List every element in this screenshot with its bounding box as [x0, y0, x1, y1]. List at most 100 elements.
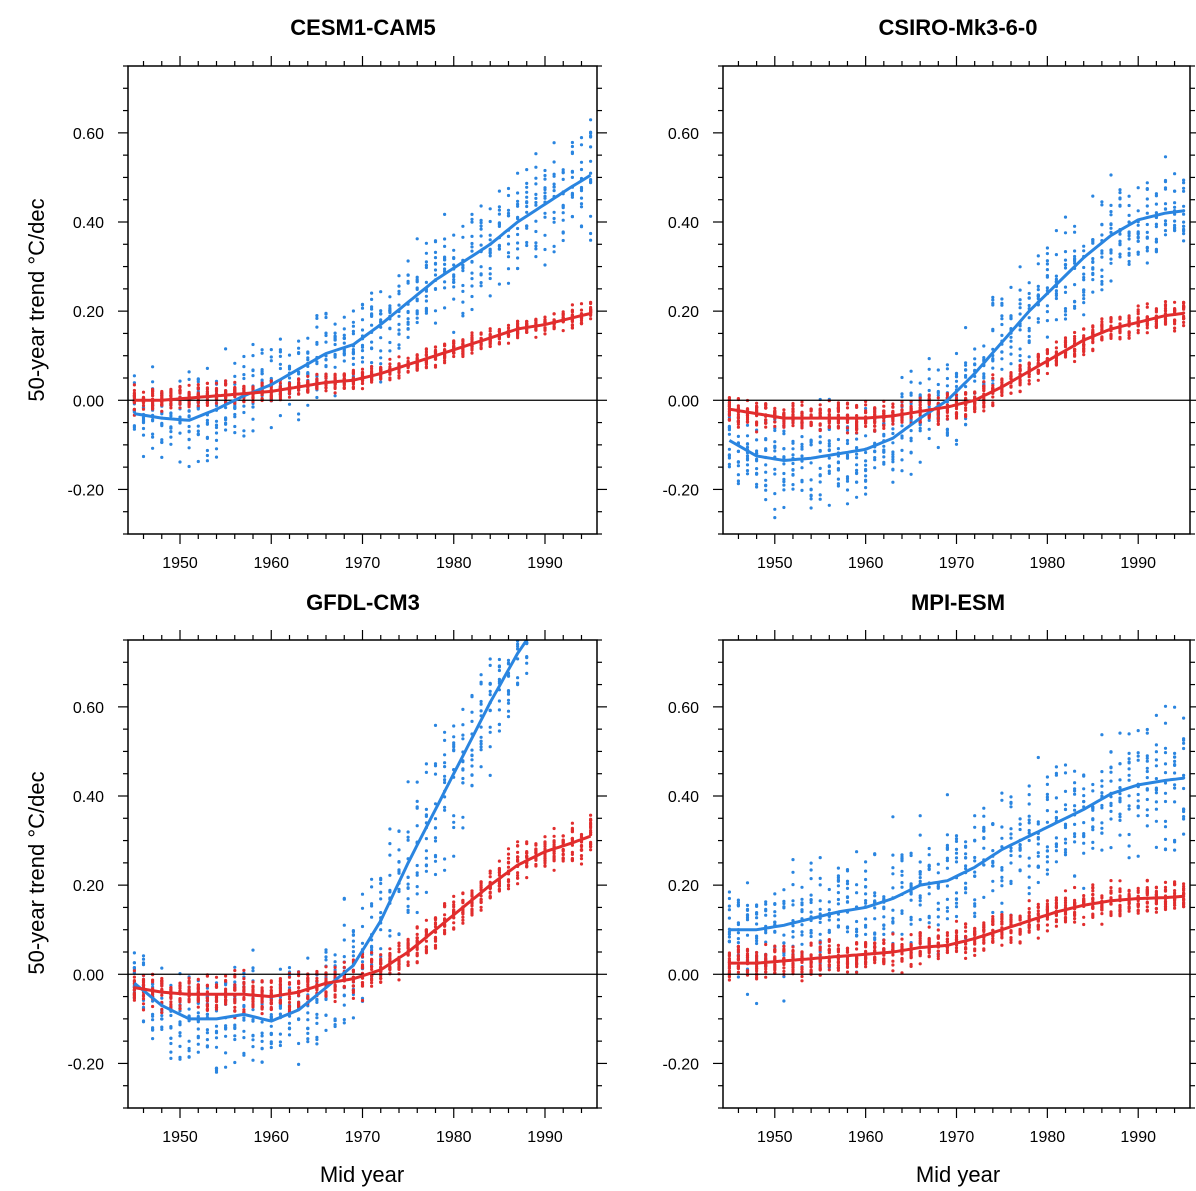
ensemble-point	[1109, 210, 1113, 214]
ensemble-point	[727, 453, 732, 457]
ensemble-point	[543, 168, 547, 173]
ensemble-point	[506, 267, 511, 271]
ensemble-point	[1063, 307, 1068, 311]
ensemble-point	[1045, 350, 1049, 354]
ensemble-point	[251, 429, 255, 433]
ensemble-point	[506, 251, 511, 255]
ensemble-point	[169, 425, 173, 429]
ensemble-point	[470, 336, 474, 340]
ensemble-point	[1109, 213, 1113, 217]
ensemble-point	[964, 422, 968, 426]
ensemble-point	[1018, 347, 1022, 351]
ensemble-point	[1145, 246, 1149, 250]
ensemble-point	[397, 322, 401, 326]
ensemble-point	[287, 1026, 292, 1030]
ensemble-point	[196, 983, 200, 987]
ensemble-point	[782, 462, 786, 466]
ensemble-point	[388, 929, 392, 933]
ensemble-point	[269, 394, 273, 398]
ensemble-point	[415, 316, 419, 320]
ensemble-point	[497, 243, 501, 247]
ensemble-point	[424, 931, 428, 935]
ensemble-point	[1073, 330, 1077, 335]
ensemble-point	[342, 1003, 346, 1007]
ensemble-point	[1000, 393, 1004, 397]
ensemble-point	[324, 311, 328, 315]
ensemble-point	[1036, 288, 1040, 292]
ensemble-point	[132, 992, 136, 996]
ensemble-point	[1100, 317, 1104, 321]
ensemble-point	[1027, 296, 1031, 300]
ensemble-point	[169, 414, 173, 418]
ensemble-point	[169, 1041, 173, 1046]
ensemble-point	[525, 190, 529, 194]
ensemble-point	[1082, 301, 1086, 305]
ensemble-point	[306, 1018, 310, 1022]
ensemble-point	[991, 395, 995, 399]
ensemble-point	[351, 945, 355, 949]
ensemble-point	[1027, 379, 1031, 383]
ensemble-point	[433, 826, 438, 830]
ensemble-point	[360, 349, 365, 353]
ensemble-point	[397, 274, 401, 278]
ensemble-point	[1136, 331, 1140, 335]
ensemble-point	[324, 386, 328, 390]
ensemble-point	[333, 353, 337, 357]
ensemble-point	[342, 955, 346, 959]
ensemble-point	[516, 850, 520, 855]
ensemble-point	[1082, 347, 1086, 351]
ensemble-point	[324, 997, 328, 1002]
ensemble-point	[406, 359, 410, 364]
ensemble-point	[818, 435, 822, 439]
ensemble-point	[579, 205, 584, 209]
ensemble-point	[809, 420, 813, 424]
ensemble-point	[873, 411, 877, 415]
ensemble-point	[516, 657, 520, 661]
ensemble-point	[900, 469, 904, 473]
ensemble-point	[552, 244, 556, 248]
ensemble-point	[260, 348, 264, 352]
ensemble-point	[351, 1016, 355, 1020]
ensemble-point	[782, 429, 786, 433]
ensemble-point	[945, 414, 950, 418]
ensemble-point	[269, 985, 273, 990]
ensemble-point	[415, 871, 419, 875]
ensemble-point	[836, 468, 841, 472]
ensemble-point	[406, 875, 410, 880]
ensemble-point	[443, 774, 447, 778]
ensemble-point	[141, 983, 146, 987]
ensemble-point	[452, 820, 456, 824]
ensemble-point	[415, 277, 419, 281]
ensemble-point	[379, 380, 383, 384]
ensemble-point	[388, 967, 392, 971]
ensemble-point	[900, 404, 904, 408]
ensemble-point	[315, 979, 319, 983]
ensemble-point	[470, 695, 474, 699]
ensemble-point	[543, 855, 547, 859]
ensemble-point	[945, 376, 950, 381]
ensemble-point	[1091, 239, 1095, 244]
ensemble-point	[488, 875, 492, 879]
ensemble-point	[755, 430, 759, 434]
ensemble-point	[873, 424, 877, 428]
y-tick-label: 0.40	[73, 215, 104, 232]
ensemble-point	[1145, 187, 1149, 191]
ensemble-point	[251, 354, 255, 358]
ensemble-point	[1009, 339, 1013, 343]
ensemble-point	[351, 996, 355, 1001]
ensemble-point	[433, 268, 438, 272]
ensemble-point	[141, 997, 146, 1001]
ensemble-point	[909, 472, 913, 476]
ensemble-point	[132, 969, 136, 973]
ensemble-point	[251, 1045, 255, 1049]
ensemble-point	[160, 440, 164, 444]
ensemble-point	[297, 412, 301, 416]
ensemble-point	[443, 928, 447, 932]
ensemble-point	[579, 321, 584, 325]
ensemble-point	[864, 424, 868, 428]
ensemble-point	[782, 477, 786, 481]
ensemble-point	[415, 926, 419, 930]
ensemble-point	[516, 256, 520, 260]
ensemble-point	[845, 438, 850, 443]
ensemble-point	[151, 380, 155, 384]
